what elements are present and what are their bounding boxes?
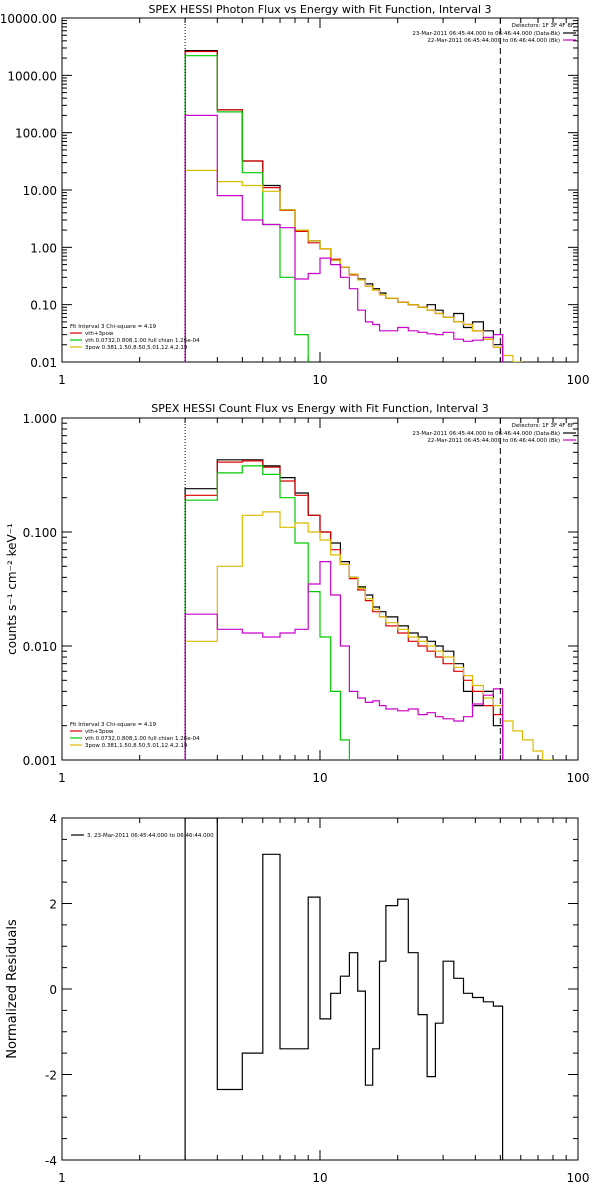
series-line-1: [184, 818, 504, 1160]
fit-legend-text: vth 0.0732,0.808,1.00 full chian 1.26e-0…: [85, 736, 200, 742]
fit-legend-text: vth+3pow: [85, 729, 114, 735]
fit-legend-header: Fit Interval 3 Chi-square = 4.19: [70, 722, 157, 728]
x-tick-label: 1: [58, 373, 66, 387]
y-tick-label: -4: [45, 1154, 57, 1168]
y-tick-label: -2: [45, 1069, 57, 1083]
y-tick-label: 10.00: [23, 184, 57, 198]
x-tick-label: 1: [58, 1171, 66, 1185]
time-legend-text: 23-Mar-2011 06:45:44.000 to 06:46:44.000…: [412, 31, 560, 37]
y-tick-label: 10000.00: [0, 12, 57, 26]
x-tick-label: 10: [312, 373, 327, 387]
x-tick-label: 100: [567, 373, 590, 387]
y-axis-label: counts s⁻¹ cm⁻² keV⁻¹: [5, 523, 19, 655]
y-tick-label: 0: [49, 983, 57, 997]
y-tick-label: 0.010: [23, 640, 57, 654]
fit-legend-text: 3pow 0.381,1.50,8.50,5.01,12.4,2.19: [85, 743, 188, 749]
y-tick-label: 1.000: [23, 412, 57, 426]
chart-title: SPEX HESSI Count Flux vs Energy with Fit…: [151, 402, 488, 415]
time-legend-text: 22-Mar-2011 06:45:44.000 to 06:46:44.000…: [427, 438, 560, 444]
time-legend-text: 22-Mar-2011 06:45:44.000 to 06:46:44.000…: [427, 38, 560, 44]
series-line-1: [184, 459, 504, 760]
series-group: [184, 818, 504, 1160]
chart-title: SPEX HESSI Photon Flux vs Energy with Fi…: [148, 3, 491, 16]
x-tick-label: 1: [58, 771, 66, 785]
time-legend-text: 23-Mar-2011 06:45:44.000 to 06:46:44.000…: [412, 431, 560, 437]
y-tick-label: 4: [49, 812, 57, 826]
x-tick-label: 10: [312, 1171, 327, 1185]
chart-panel-1: SPEX HESSI Photon Flux vs Energy with Fi…: [0, 3, 589, 387]
series-line-3: [184, 55, 309, 362]
series-line-4: [184, 169, 523, 362]
series-line-1: [184, 50, 504, 362]
detectors-label: Detectors: 1F 3F 4F 8F: [512, 423, 574, 429]
y-tick-label: 0.01: [30, 356, 57, 370]
series-group: [184, 50, 523, 362]
series-line-5: [184, 561, 504, 760]
x-tick-label: 100: [567, 1171, 590, 1185]
time-legend-text: 3. 23-Mar-2011 06:45:44.000 to 06:46:44.…: [87, 833, 214, 839]
chart-panel-2: SPEX HESSI Count Flux vs Energy with Fit…: [5, 402, 589, 785]
y-tick-label: 0.100: [23, 526, 57, 540]
y-axis-label: Normalized Residuals: [5, 919, 20, 1059]
series-line-2: [184, 460, 504, 760]
detectors-label: Detectors: 1F 3F 4F 8F: [512, 23, 574, 29]
series-line-2: [184, 50, 504, 362]
fit-legend-text: 3pow 0.381,1.50,8.50,5.01,12.4,2.19: [85, 345, 188, 351]
x-tick-label: 100: [567, 771, 590, 785]
series-line-5: [184, 114, 504, 362]
fit-legend-text: vth 0.0732,0.808,1.00 full chian 1.26e-0…: [85, 338, 200, 344]
y-tick-label: 0.001: [23, 754, 57, 768]
fit-legend-header: Fit Interval 3 Chi-square = 4.19: [70, 324, 157, 330]
y-tick-label: 2: [49, 898, 57, 912]
y-tick-label: 1.00: [30, 241, 57, 255]
series-line-4: [184, 511, 553, 760]
fit-legend-text: vth+3pow: [85, 331, 114, 337]
y-tick-label: 1000.00: [7, 69, 57, 83]
y-tick-label: 100.00: [15, 127, 57, 141]
y-tick-label: 0.10: [30, 299, 57, 313]
chart-panel-3: Normalized Residuals 1 10 100 -4 -2 0 2 4 3. 23-M…: [5, 812, 589, 1185]
x-tick-label: 10: [312, 771, 327, 785]
series-line-3: [184, 465, 350, 760]
series-group: [184, 459, 553, 760]
